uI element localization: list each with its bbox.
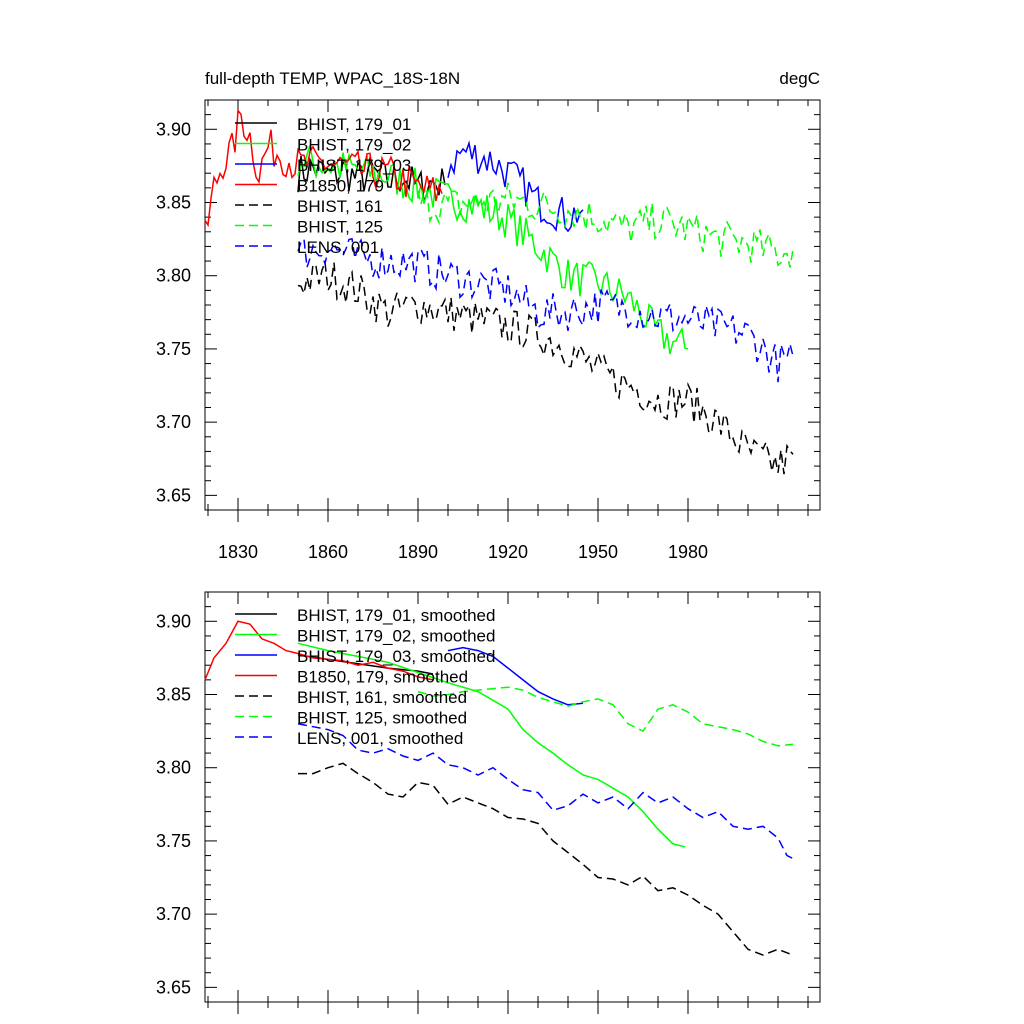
y-tick-label: 3.90 xyxy=(156,611,191,631)
series-line-1-1 xyxy=(297,642,686,848)
y-tick-label: 3.65 xyxy=(156,977,191,997)
legend-label: B1850, 179 xyxy=(297,177,384,196)
chart-units: degC xyxy=(779,69,820,88)
legend-label: BHIST, 179_01, smoothed xyxy=(297,606,495,625)
y-tick-label: 3.75 xyxy=(156,831,191,851)
legend-label: LENS, 001 xyxy=(297,238,379,257)
y-tick-label: 3.70 xyxy=(156,904,191,924)
y-tick-label: 3.80 xyxy=(156,266,191,286)
y-tick-label: 3.85 xyxy=(156,193,191,213)
series-line-0-5 xyxy=(417,182,794,268)
x-tick-label: 1890 xyxy=(398,542,438,562)
y-tick-label: 3.70 xyxy=(156,412,191,432)
legend-label: BHIST, 161 xyxy=(297,197,383,216)
legend-label: BHIST, 179_03 xyxy=(297,156,411,175)
series-line-1-3 xyxy=(204,620,434,681)
series-line-0-1 xyxy=(297,145,689,355)
legend-label: BHIST, 125 xyxy=(297,218,383,237)
series-line-0-6 xyxy=(297,237,794,383)
y-tick-label: 3.85 xyxy=(156,685,191,705)
legend-label: BHIST, 179_02, smoothed xyxy=(297,627,495,646)
series-line-1-5 xyxy=(417,686,794,747)
x-tick-label: 1950 xyxy=(578,542,618,562)
y-tick-label: 3.90 xyxy=(156,119,191,139)
x-tick-label: 1920 xyxy=(488,542,528,562)
series-line-1-2 xyxy=(447,646,584,706)
x-tick-label: 1980 xyxy=(668,542,708,562)
legend-label: BHIST, 161, smoothed xyxy=(297,688,467,707)
x-tick-label: 1860 xyxy=(308,542,348,562)
series-line-1-4 xyxy=(298,762,794,956)
series-line-0-2 xyxy=(447,140,584,233)
series-line-0-3 xyxy=(204,108,443,228)
x-tick-label: 1830 xyxy=(218,542,258,562)
series-line-1-6 xyxy=(297,723,794,860)
legend-label: B1850, 179, smoothed xyxy=(297,668,468,687)
legend-label: BHIST, 179_03, smoothed xyxy=(297,647,495,666)
y-tick-label: 3.80 xyxy=(156,758,191,778)
legend-label: BHIST, 179_01 xyxy=(297,115,411,134)
chart-title: full-depth TEMP, WPAC_18S-18N xyxy=(205,69,460,88)
legend-label: BHIST, 179_02 xyxy=(297,136,411,155)
y-tick-label: 3.65 xyxy=(156,485,191,505)
legend-label: BHIST, 125, smoothed xyxy=(297,709,467,728)
legend-label: LENS, 001, smoothed xyxy=(297,729,463,748)
series-line-0-4 xyxy=(297,261,794,475)
y-tick-label: 3.75 xyxy=(156,339,191,359)
